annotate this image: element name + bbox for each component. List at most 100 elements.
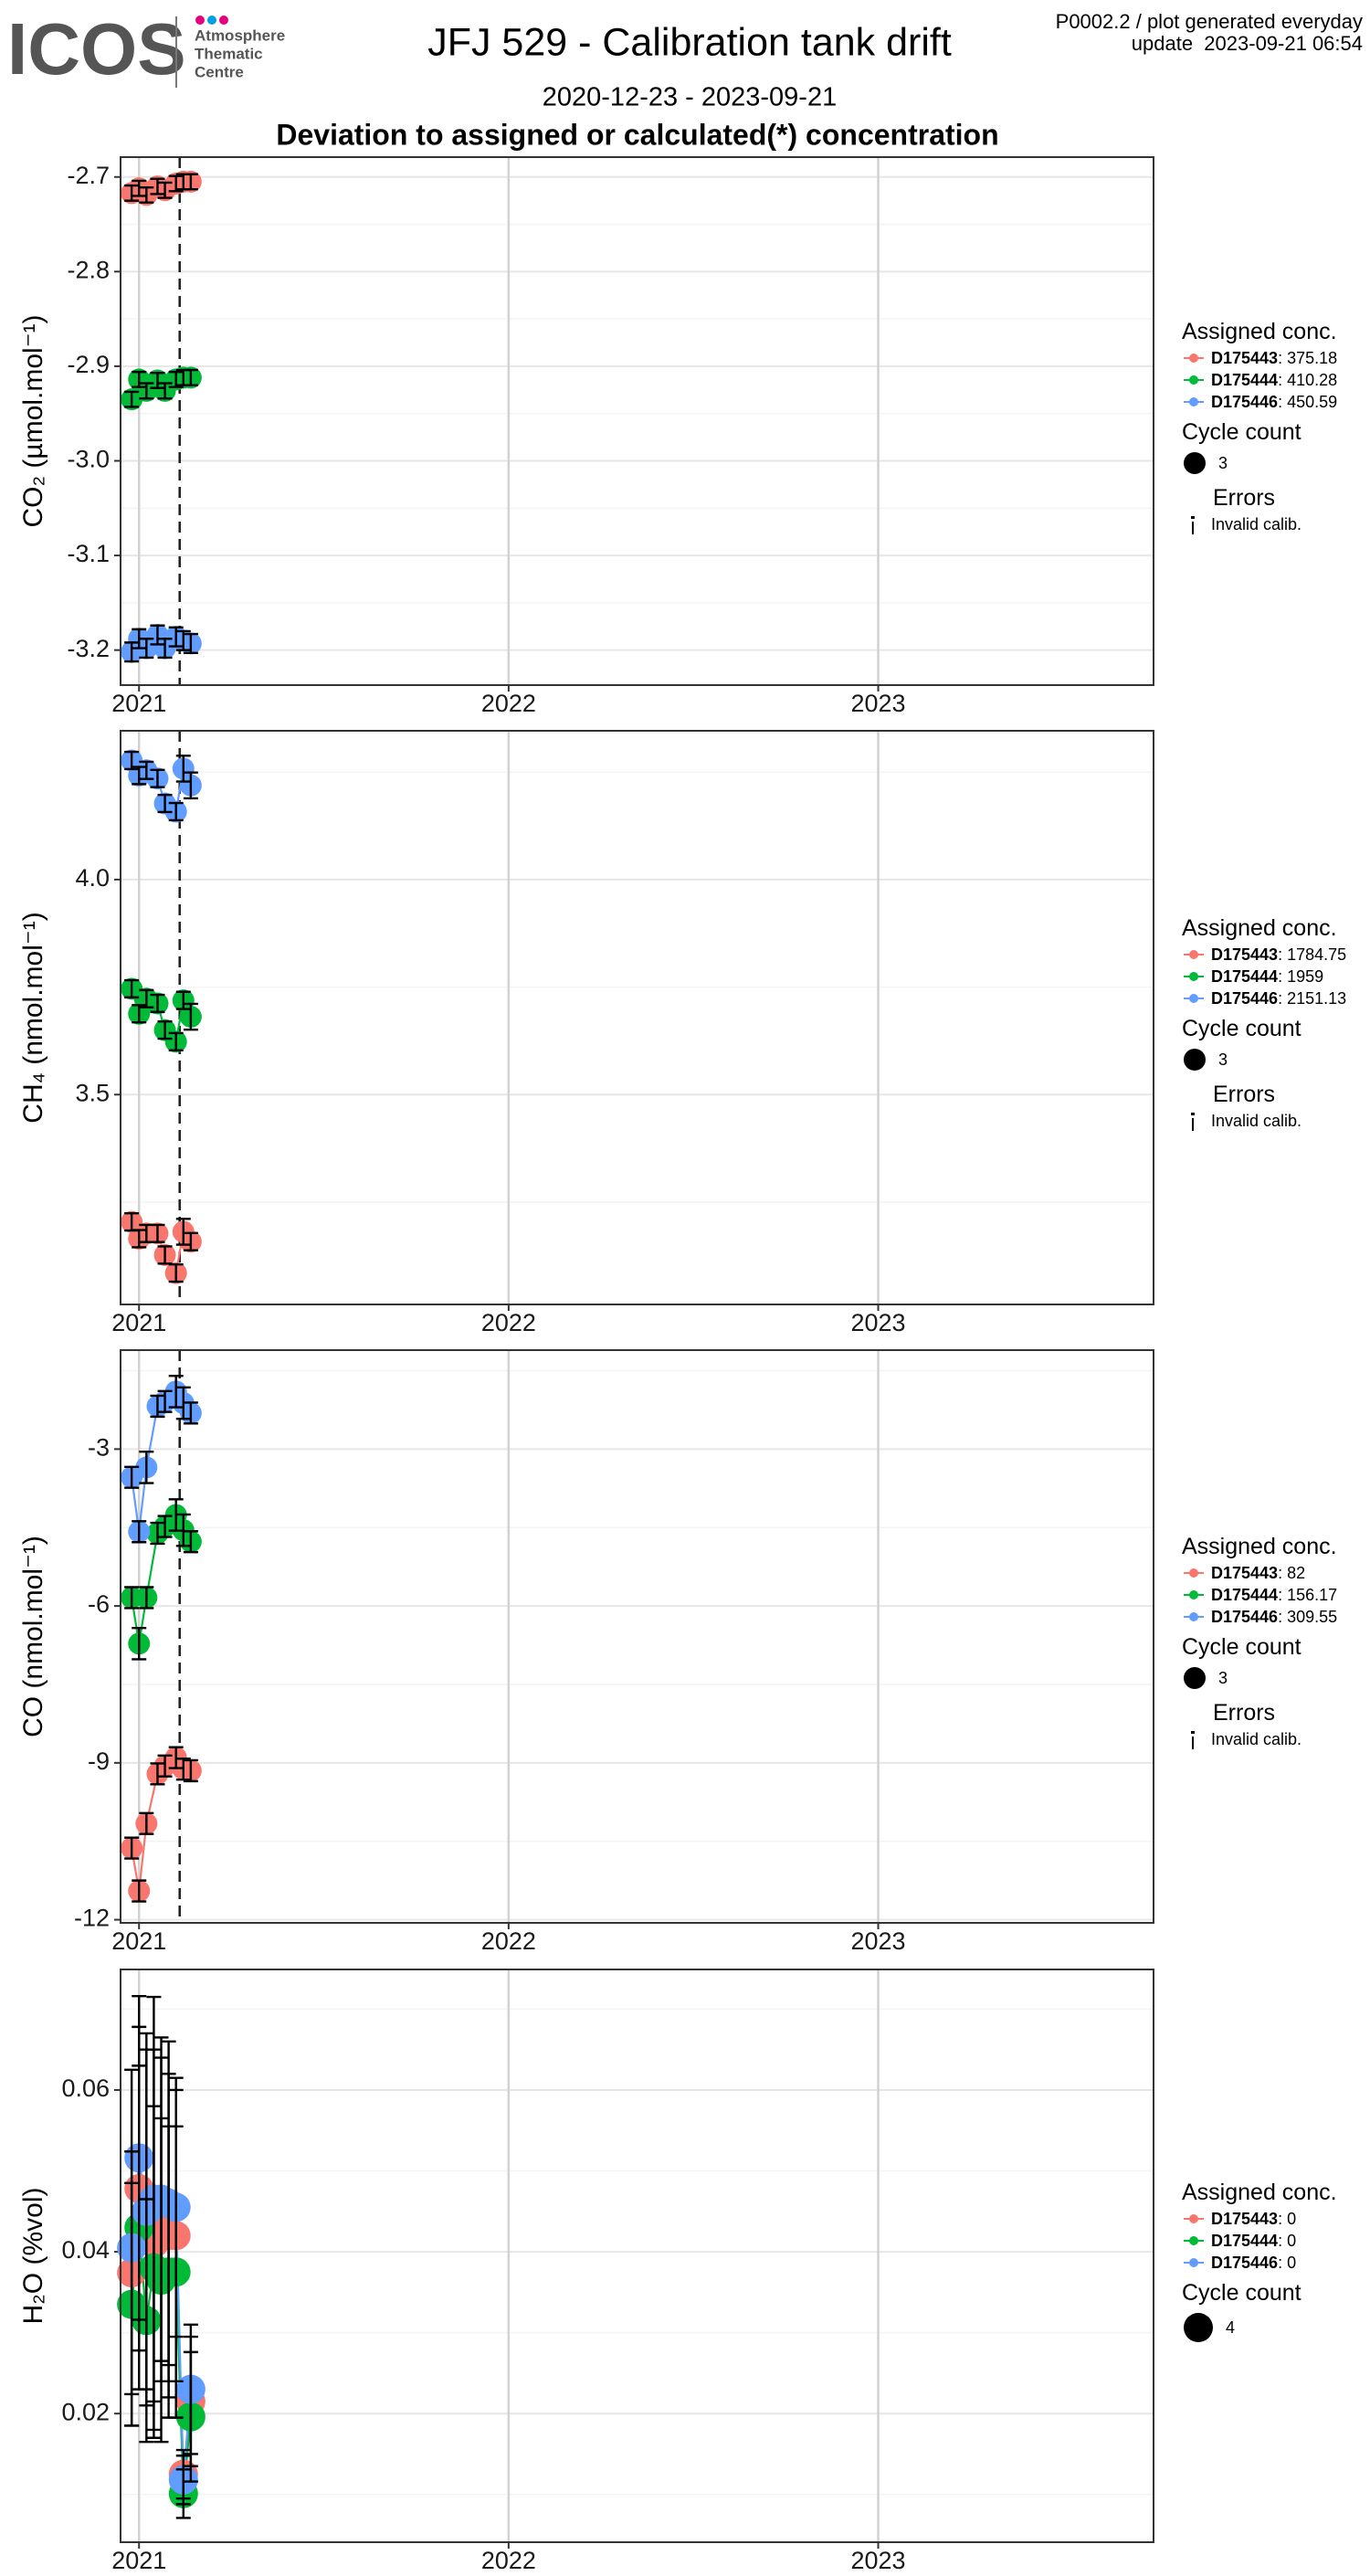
legend-size-key	[1184, 451, 1206, 474]
legend-title: Cycle count	[1182, 1634, 1302, 1661]
plot-border	[120, 156, 1154, 686]
error-bar	[168, 626, 184, 648]
plot-background	[121, 1350, 1154, 1923]
y-tick-label: 0.04	[61, 2236, 110, 2264]
legend-key-dot	[1189, 1590, 1198, 1600]
legend-assigned-value: 0	[1278, 2208, 1296, 2230]
legend-assigned-value: 309.55	[1278, 1606, 1337, 1628]
error-bar	[183, 173, 198, 191]
legend-assigned-value: 1784.75	[1278, 944, 1346, 966]
error-bar	[168, 174, 184, 193]
error-bar	[150, 1762, 165, 1786]
error-bar	[157, 793, 173, 814]
error-bar	[132, 1626, 147, 1661]
legend-size-key	[1184, 1048, 1206, 1071]
legend-series-name: D175444	[1211, 2232, 1279, 2251]
legend-key-dot	[1189, 2214, 1198, 2224]
legend-size-value: 3	[1218, 1050, 1228, 1069]
error-bar	[132, 628, 147, 649]
legend-key	[1184, 1589, 1204, 1601]
legend-key-dot	[1189, 2236, 1198, 2246]
legend-entry: D175443375.18	[1182, 347, 1337, 369]
legend-key	[1184, 1567, 1204, 1579]
legend-key	[1184, 352, 1204, 364]
error-bar	[157, 638, 173, 660]
error-bar	[183, 632, 198, 654]
legend-key-dot	[1189, 1612, 1198, 1622]
error-bar	[139, 1586, 154, 1610]
legend-series-name: D175443	[1211, 348, 1279, 367]
legend-assigned-value: 2151.13	[1278, 987, 1346, 1009]
legend-key-dot	[1189, 949, 1198, 959]
error-bar	[150, 371, 165, 389]
error-bar	[183, 771, 198, 800]
logo: ICOS	[7, 8, 186, 90]
error-bar	[157, 1754, 173, 1778]
error-bar	[132, 1229, 147, 1249]
error-bar	[150, 1521, 165, 1546]
y-axis-label: H₂O (%vol)	[18, 2188, 48, 2325]
legend-error-key	[1187, 1111, 1198, 1131]
legend-key	[1184, 2256, 1204, 2269]
y-tick-label: -3.2	[67, 635, 110, 662]
error-bar	[150, 1223, 165, 1243]
error-bar	[139, 1451, 154, 1484]
error-bar	[124, 1586, 140, 1610]
error-bar	[168, 1498, 184, 1532]
error-bar	[139, 1811, 154, 1835]
legend: Assigned conc.D17544382D175444156.17D175…	[1182, 1527, 1337, 1750]
legend-key-dot	[1189, 353, 1198, 363]
logo-dot	[207, 16, 216, 25]
legend-assigned-value: 0	[1278, 2230, 1296, 2252]
legend-series-name: D175446	[1211, 988, 1279, 1008]
y-tick-label: -2.8	[67, 256, 110, 283]
error-bar	[132, 765, 147, 786]
plot-background	[121, 157, 1154, 685]
error-bar	[132, 1004, 147, 1024]
legend-title: Errors	[1213, 484, 1276, 511]
error-bar	[157, 181, 173, 199]
y-tick-label: -3.1	[67, 540, 110, 567]
error-bar	[139, 2032, 154, 2391]
error-bar	[139, 382, 154, 400]
legend-entry: D175444156.17	[1182, 1584, 1337, 1606]
y-tick-label: 0.02	[61, 2398, 110, 2425]
legend-error-label: Invalid calib.	[1211, 1730, 1302, 1749]
error-bar	[132, 1879, 147, 1903]
error-bar	[150, 624, 165, 646]
error-bar	[124, 1465, 140, 1489]
logo-subtitle: Thematic	[195, 45, 263, 62]
error-bar	[139, 185, 154, 204]
error-bar	[168, 1031, 184, 1051]
error-bar	[183, 368, 198, 386]
error-bar	[168, 370, 184, 388]
error-bar	[124, 2068, 140, 2427]
logo-subtitle: Atmosphere	[195, 26, 285, 44]
legend-series-name: D175444	[1211, 966, 1279, 986]
error-bar	[124, 750, 140, 771]
error-bar	[175, 1218, 191, 1246]
x-tick-label: 2021	[111, 690, 166, 717]
legend-error-label: Invalid calib.	[1211, 1111, 1302, 1130]
legend-size-value: 3	[1218, 453, 1228, 472]
error-bar	[183, 2323, 198, 2455]
legend-series-name: D175444	[1211, 1586, 1279, 1605]
error-bar	[161, 2040, 176, 2367]
error-bar	[183, 1002, 198, 1031]
error-bar	[139, 760, 154, 780]
info-text: P0002.2 / plot generated everyday	[1056, 10, 1363, 33]
error-bar	[124, 978, 140, 999]
legend-entry: 3	[1182, 1044, 1346, 1075]
legend-key-dot	[1189, 396, 1198, 406]
legend-size-key	[1184, 1667, 1206, 1690]
error-bar	[124, 184, 140, 202]
error-bar	[124, 641, 140, 663]
x-tick-label: 2022	[481, 2547, 536, 2574]
y-tick-label: -2.7	[67, 162, 110, 189]
error-bar	[157, 1389, 173, 1413]
legend-key	[1184, 374, 1204, 386]
error-bar	[157, 382, 173, 400]
legend-entry: D175446450.59	[1182, 391, 1337, 413]
error-bar	[150, 177, 165, 195]
